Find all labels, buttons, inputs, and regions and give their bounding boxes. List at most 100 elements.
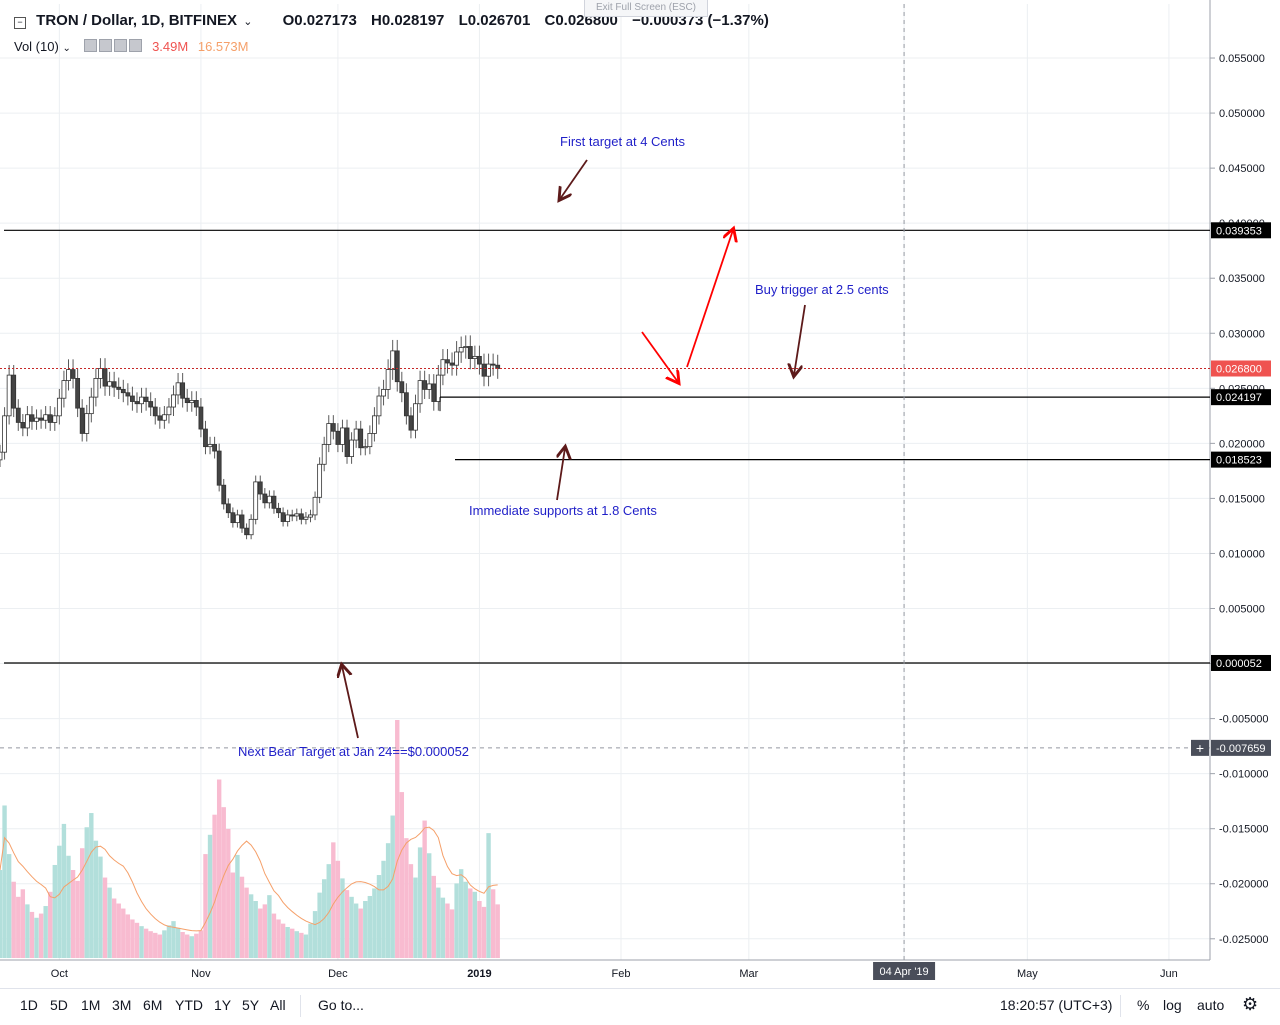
volume-bar xyxy=(171,921,176,958)
volume-bar xyxy=(363,901,368,958)
candle-body xyxy=(43,414,49,421)
timeframe-3m[interactable]: 3M xyxy=(112,997,132,1013)
candle-body xyxy=(184,397,190,404)
volume-label[interactable]: Vol (10) xyxy=(14,39,59,54)
candle-body xyxy=(376,395,382,417)
volume-bar xyxy=(395,720,400,958)
volume-bar xyxy=(372,888,377,958)
price-tick-label: 0.020000 xyxy=(1219,438,1265,450)
volume-bar xyxy=(431,875,436,958)
volume-bar xyxy=(230,872,236,958)
candle-body xyxy=(52,415,58,423)
symbol-title[interactable]: TRON / Dollar, 1D, BITFINEX xyxy=(36,12,238,29)
timeframe-ytd[interactable]: YTD xyxy=(175,997,203,1013)
clock[interactable]: 18:20:57 (UTC+3) xyxy=(1000,997,1113,1013)
candle-body xyxy=(134,401,140,405)
goto-button[interactable]: Go to... xyxy=(318,997,364,1013)
log-button[interactable]: log xyxy=(1163,997,1182,1013)
ohlc-low: L0.026701 xyxy=(458,12,531,29)
arrow-buy-trigger xyxy=(794,304,806,375)
volume-bar xyxy=(84,827,89,958)
volume-bar xyxy=(353,903,359,958)
candle-body xyxy=(125,392,131,397)
volume-bar xyxy=(153,932,158,958)
candle-body xyxy=(413,403,418,431)
volume-bar xyxy=(312,911,318,958)
candle-body xyxy=(235,514,240,524)
volume-bar xyxy=(340,878,345,958)
candle-body xyxy=(24,414,30,429)
candle-body xyxy=(262,493,268,504)
candle-body xyxy=(426,383,432,390)
candle-body xyxy=(445,359,450,364)
timeframe-5d[interactable]: 5D xyxy=(50,997,68,1013)
volume-bar xyxy=(331,842,336,958)
percent-button[interactable]: % xyxy=(1137,997,1150,1013)
collapse-icon[interactable]: − xyxy=(14,17,26,29)
candle-body xyxy=(139,396,144,405)
candle-body xyxy=(216,450,222,486)
price-chart[interactable]: 0.0550000.0500000.0450000.0400000.035000… xyxy=(0,0,1280,988)
candle-body xyxy=(449,362,455,366)
candle-body xyxy=(248,518,254,536)
exit-fullscreen-button[interactable]: Exit Full Screen (ESC) xyxy=(584,0,708,17)
candle-body xyxy=(381,389,386,397)
volume-bar xyxy=(344,890,350,958)
date-tick-label: Oct xyxy=(51,968,68,980)
volume-bar xyxy=(189,936,194,958)
volume-bar xyxy=(468,888,473,958)
close-icon[interactable] xyxy=(129,39,143,52)
candle-body xyxy=(467,346,473,359)
candle-body xyxy=(490,363,496,366)
candle-body xyxy=(70,369,76,379)
candle-body xyxy=(207,444,213,448)
timeframe-1y[interactable]: 1Y xyxy=(214,997,232,1013)
timeframe-6m[interactable]: 6M xyxy=(143,997,163,1013)
date-tick-label: 2019 xyxy=(467,968,491,980)
level-label: 0.024197 xyxy=(1216,392,1262,404)
timeframe-all[interactable]: All xyxy=(270,997,286,1013)
candle-body xyxy=(399,381,405,394)
timeframe-5y[interactable]: 5Y xyxy=(242,997,260,1013)
candle-body xyxy=(477,355,482,365)
volume-bar xyxy=(66,855,71,958)
timeframe-1m[interactable]: 1M xyxy=(81,997,101,1013)
candle-body xyxy=(276,507,281,514)
volume-bar xyxy=(125,914,131,958)
volume-legend: Vol (10) ⌄ 3.49M 16.573M xyxy=(14,39,248,54)
candle-body xyxy=(221,484,227,505)
candle-body xyxy=(330,423,336,432)
volume-bar xyxy=(385,843,391,958)
volume-bar xyxy=(239,876,245,958)
candle-body xyxy=(175,382,181,396)
chevron-down-icon[interactable]: ⌄ xyxy=(62,43,71,54)
volume-bar xyxy=(422,820,427,958)
price-tick-label: -0.005000 xyxy=(1219,714,1269,726)
volume-bar xyxy=(294,931,299,958)
auto-button[interactable]: auto xyxy=(1197,997,1225,1013)
eye-icon[interactable] xyxy=(84,39,98,52)
volume-bar xyxy=(34,917,39,958)
volume-bar xyxy=(285,926,290,958)
annotation-bear-target: Next Bear Target at Jan 24==$0.000052 xyxy=(238,744,470,759)
candle-body xyxy=(289,514,295,517)
chevron-down-icon[interactable]: ⌄ xyxy=(243,16,253,28)
candle-body xyxy=(130,395,135,402)
candle-body xyxy=(362,446,368,449)
timeframe-1d[interactable]: 1D xyxy=(20,997,38,1013)
volume-bar xyxy=(61,823,67,958)
volume-bar xyxy=(454,883,459,958)
gear-icon[interactable]: ⚙ xyxy=(1242,994,1259,1014)
candle-body xyxy=(463,346,469,348)
settings-small-icon[interactable] xyxy=(99,39,113,52)
candle-body xyxy=(61,380,67,399)
volume-bar xyxy=(157,934,163,958)
level-label-bg xyxy=(1211,654,1271,671)
volume-bar xyxy=(20,889,26,958)
plus-icon: + xyxy=(1196,740,1204,756)
level-label-bg xyxy=(1211,451,1271,468)
candle-body xyxy=(394,350,400,383)
candle-body xyxy=(88,396,94,415)
candle-body xyxy=(454,351,460,366)
plus-icon[interactable] xyxy=(114,39,128,52)
